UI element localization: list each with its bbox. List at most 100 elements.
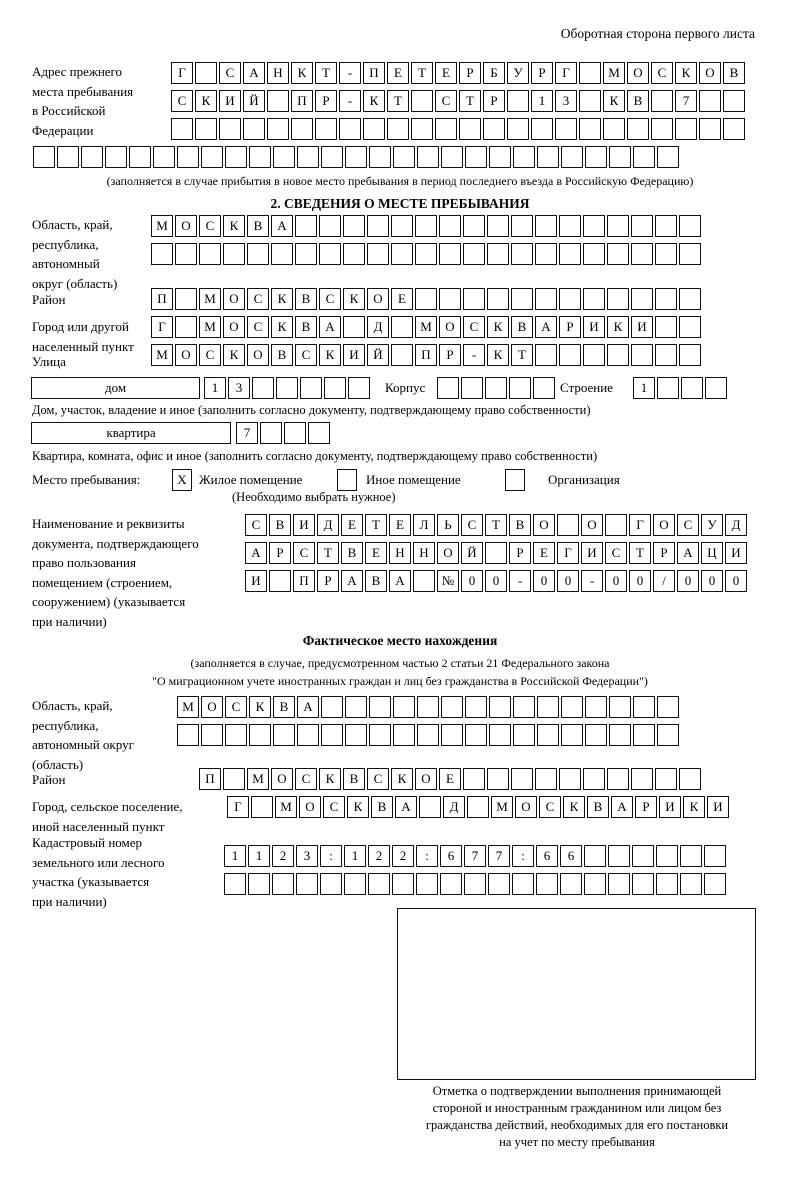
form-cell[interactable] xyxy=(417,724,439,746)
prev-address-row-3[interactable] xyxy=(171,118,745,140)
form-cell[interactable]: : xyxy=(320,845,342,867)
form-cell[interactable]: О xyxy=(367,288,389,310)
form-cell[interactable] xyxy=(467,796,489,818)
form-cell[interactable] xyxy=(367,243,389,265)
form-cell[interactable] xyxy=(559,215,581,237)
form-cell[interactable] xyxy=(681,377,703,399)
form-cell[interactable]: В xyxy=(511,316,533,338)
prev-address-row-4[interactable] xyxy=(33,146,679,168)
form-cell[interactable]: Й xyxy=(243,90,265,112)
form-cell[interactable]: Д xyxy=(367,316,389,338)
form-cell[interactable] xyxy=(415,288,437,310)
form-cell[interactable] xyxy=(633,724,655,746)
form-cell[interactable]: : xyxy=(512,845,534,867)
form-cell[interactable] xyxy=(463,243,485,265)
cadastral-row-2[interactable] xyxy=(224,873,726,895)
form-cell[interactable]: С xyxy=(199,215,221,237)
form-cell[interactable]: 6 xyxy=(560,845,582,867)
form-cell[interactable] xyxy=(489,696,511,718)
form-cell[interactable]: 7 xyxy=(464,845,486,867)
form-cell[interactable] xyxy=(368,873,390,895)
form-cell[interactable]: Д xyxy=(725,514,747,536)
form-cell[interactable] xyxy=(175,243,197,265)
form-cell[interactable] xyxy=(535,215,557,237)
form-cell[interactable] xyxy=(225,146,247,168)
form-cell[interactable] xyxy=(393,696,415,718)
form-cell[interactable]: Л xyxy=(413,514,435,536)
form-cell[interactable] xyxy=(224,873,246,895)
form-cell[interactable] xyxy=(607,215,629,237)
form-cell[interactable]: С xyxy=(323,796,345,818)
form-cell[interactable] xyxy=(177,724,199,746)
checkbox-other-premises[interactable] xyxy=(337,469,357,491)
form-cell[interactable]: С xyxy=(225,696,247,718)
form-cell[interactable]: Г xyxy=(629,514,651,536)
form-cell[interactable]: М xyxy=(199,316,221,338)
form-cell[interactable]: Р xyxy=(439,344,461,366)
form-cell[interactable]: Т xyxy=(315,62,337,84)
form-cell[interactable] xyxy=(463,288,485,310)
form-cell[interactable] xyxy=(656,873,678,895)
form-cell[interactable] xyxy=(487,215,509,237)
form-cell[interactable]: 0 xyxy=(533,570,555,592)
form-cell[interactable]: К xyxy=(343,288,365,310)
form-cell[interactable] xyxy=(704,873,726,895)
form-cell[interactable]: Г xyxy=(227,796,249,818)
form-cell[interactable] xyxy=(393,146,415,168)
form-cell[interactable]: Й xyxy=(367,344,389,366)
form-cell[interactable] xyxy=(81,146,103,168)
form-cell[interactable] xyxy=(680,845,702,867)
form-cell[interactable] xyxy=(393,724,415,746)
doc-row-3[interactable]: И П Р А В А № 0 0-0 0-0 0/0 0 0 xyxy=(245,570,747,592)
form-cell[interactable] xyxy=(579,62,601,84)
form-cell[interactable]: / xyxy=(653,570,675,592)
form-cell[interactable] xyxy=(561,724,583,746)
form-cell[interactable] xyxy=(267,90,289,112)
form-cell[interactable] xyxy=(655,243,677,265)
form-cell[interactable]: К xyxy=(223,215,245,237)
form-cell[interactable]: А xyxy=(341,570,363,592)
form-cell[interactable] xyxy=(411,90,433,112)
form-cell[interactable] xyxy=(295,243,317,265)
form-cell[interactable]: И xyxy=(659,796,681,818)
form-cell[interactable]: 1 xyxy=(531,90,553,112)
form-cell[interactable] xyxy=(300,377,322,399)
form-cell[interactable] xyxy=(223,243,245,265)
form-cell[interactable] xyxy=(485,377,507,399)
form-cell[interactable] xyxy=(319,243,341,265)
form-cell[interactable]: О xyxy=(515,796,537,818)
form-cell[interactable] xyxy=(487,288,509,310)
form-cell[interactable]: И xyxy=(583,316,605,338)
form-cell[interactable]: М xyxy=(151,215,173,237)
form-cell[interactable] xyxy=(437,377,459,399)
form-cell[interactable]: С xyxy=(295,768,317,790)
form-cell[interactable] xyxy=(439,243,461,265)
form-cell[interactable] xyxy=(416,873,438,895)
form-cell[interactable]: П xyxy=(363,62,385,84)
form-cell[interactable]: С xyxy=(293,542,315,564)
form-cell[interactable] xyxy=(583,288,605,310)
form-cell[interactable] xyxy=(225,724,247,746)
form-cell[interactable] xyxy=(512,873,534,895)
form-cell[interactable] xyxy=(555,118,577,140)
form-cell[interactable]: С xyxy=(651,62,673,84)
form-cell[interactable] xyxy=(537,696,559,718)
form-cell[interactable] xyxy=(632,873,654,895)
form-cell[interactable] xyxy=(177,146,199,168)
form-cell[interactable] xyxy=(441,146,463,168)
form-cell[interactable] xyxy=(488,873,510,895)
form-cell[interactable]: Р xyxy=(459,62,481,84)
form-cell[interactable] xyxy=(511,768,533,790)
form-cell[interactable]: Е xyxy=(391,288,413,310)
form-cell[interactable] xyxy=(439,215,461,237)
form-cell[interactable] xyxy=(344,873,366,895)
form-cell[interactable] xyxy=(607,288,629,310)
